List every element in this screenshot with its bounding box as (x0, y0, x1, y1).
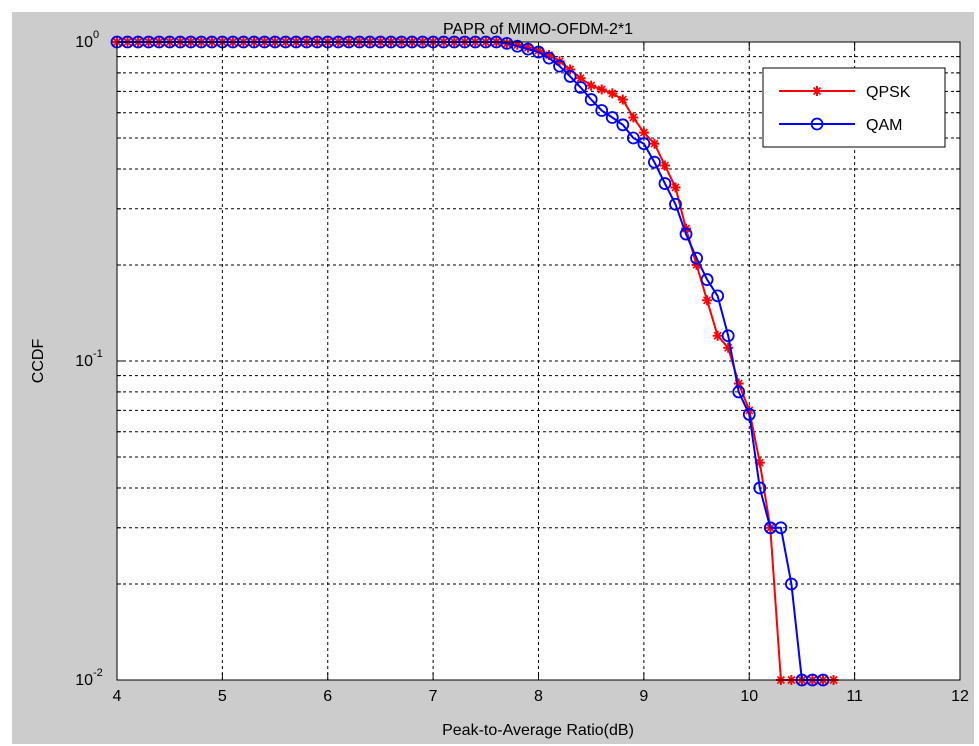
star-stroke (650, 139, 659, 148)
x-tick-label: 11 (846, 688, 863, 705)
ticks (116, 42, 961, 680)
data-point (595, 104, 609, 117)
star-stroke (597, 85, 606, 94)
x-tick-label: 8 (534, 688, 543, 705)
y-tick-label: 10 (75, 353, 93, 370)
y-axis-label: CCDF (30, 339, 47, 384)
data-point (584, 93, 598, 106)
star-stroke (576, 74, 585, 83)
data-point (732, 385, 746, 399)
y-tick-label-exponent: 0 (93, 29, 99, 41)
data-point (638, 127, 649, 138)
data-point (649, 138, 660, 149)
y-tick-label: 10 (75, 672, 93, 689)
x-tick-label: 9 (639, 688, 648, 705)
x-axis-label: Peak-to-Average Ratio(dB) (442, 722, 634, 739)
data-point (574, 81, 588, 94)
data-point (669, 197, 682, 211)
star-stroke (812, 86, 822, 96)
data-point (700, 273, 714, 286)
data-point (742, 408, 756, 421)
data-point (774, 521, 788, 535)
star-stroke (629, 113, 638, 122)
star-stroke (618, 95, 627, 104)
star-stroke (660, 161, 670, 170)
x-tick-label: 12 (951, 688, 969, 705)
x-tick-label: 7 (429, 688, 438, 705)
x-tick-label: 4 (113, 688, 122, 705)
y-tick-label-base: 10 (75, 672, 93, 689)
legend-marker (812, 86, 822, 96)
y-tick-label-base: 10 (75, 353, 93, 370)
data-point (605, 111, 619, 124)
legend-marker (810, 117, 824, 131)
data-point (586, 80, 597, 91)
data-point (659, 160, 670, 171)
data-point (679, 227, 693, 241)
legend-box (762, 67, 946, 148)
y-tick-label-exponent: -2 (93, 667, 103, 679)
data-point (648, 155, 661, 169)
legend: QPSK QAM (762, 67, 946, 148)
data-point (628, 112, 639, 123)
star-stroke (534, 46, 543, 55)
data-point (721, 329, 735, 343)
data-point (563, 70, 577, 83)
data-point (690, 251, 703, 265)
data-point (607, 88, 618, 99)
data-point (658, 177, 672, 190)
star-stroke (587, 81, 596, 90)
data-point (596, 84, 607, 95)
star-stroke (703, 296, 712, 305)
star-stroke (608, 89, 617, 98)
data-point (542, 51, 556, 65)
data-point (712, 330, 723, 341)
y-tick-label: 10 (75, 34, 93, 51)
legend-label: QAM (866, 117, 902, 134)
star-stroke (734, 379, 743, 388)
data-point (753, 481, 767, 495)
star-stroke (639, 128, 648, 137)
grid (117, 42, 960, 680)
data-point (711, 289, 725, 303)
x-tick-label: 5 (218, 688, 227, 705)
star-stroke (523, 43, 533, 52)
y-tick-label-base: 10 (75, 34, 93, 51)
data-point (617, 94, 628, 105)
legend-label: QPSK (866, 84, 911, 101)
data-point (637, 137, 651, 151)
data-point (702, 295, 713, 306)
star-stroke (713, 331, 722, 340)
data-point (785, 577, 798, 591)
data-point (626, 131, 640, 145)
x-tick-label: 6 (323, 688, 332, 705)
data-point (616, 118, 630, 132)
star-stroke (671, 183, 680, 192)
data-point (670, 182, 681, 193)
chart-title: PAPR of MIMO-OFDM-2*1 (443, 21, 633, 38)
y-tick-label-exponent: -1 (93, 348, 103, 360)
x-tick-label: 10 (740, 688, 758, 705)
star-stroke (745, 406, 754, 415)
data-point (553, 59, 566, 73)
